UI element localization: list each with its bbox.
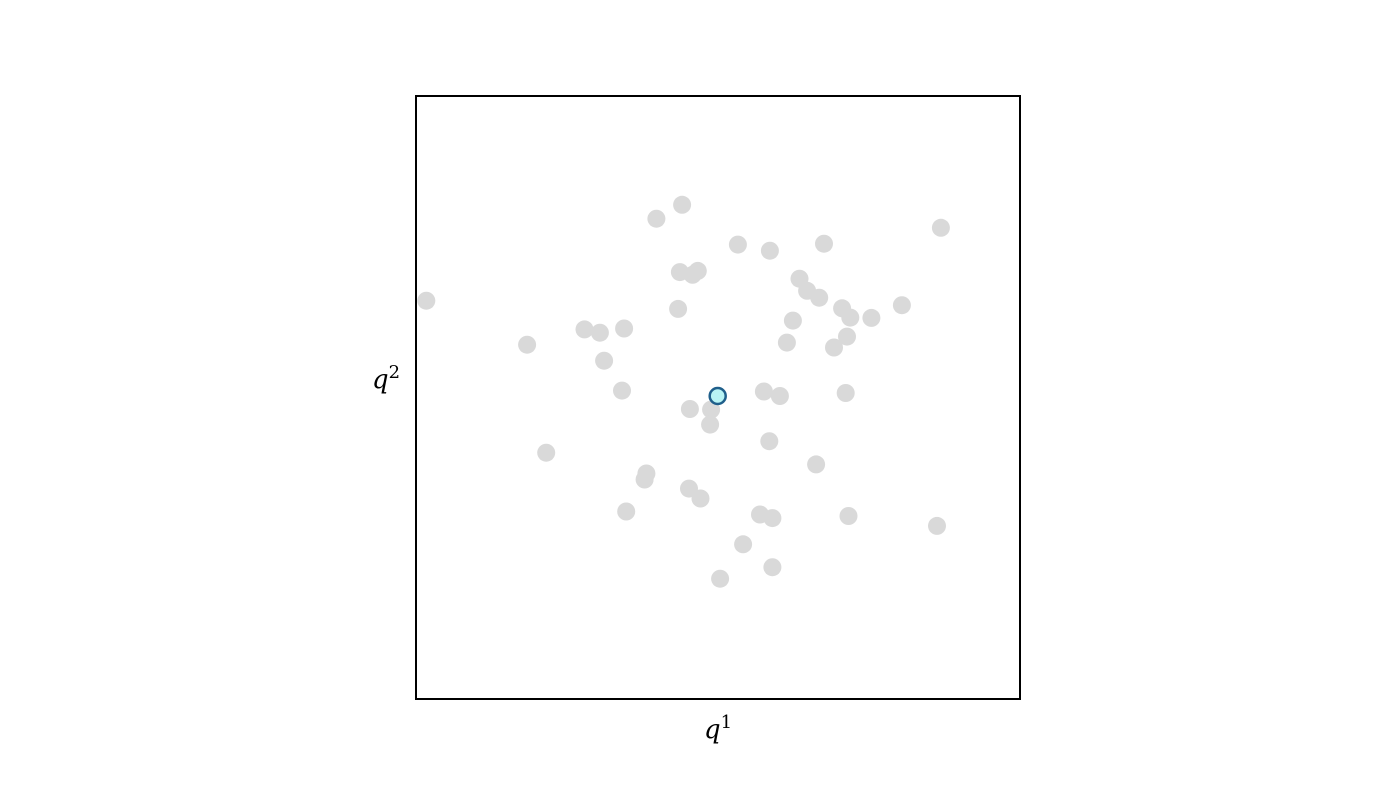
- data-point: [702, 400, 721, 419]
- data-point: [760, 241, 779, 260]
- data-point: [617, 502, 636, 521]
- data-point: [760, 432, 779, 451]
- data-point: [754, 382, 773, 401]
- data-point: [518, 335, 537, 354]
- data-point: [711, 569, 730, 588]
- data-point: [783, 311, 802, 330]
- plot-frame: [415, 95, 1021, 700]
- data-point: [635, 470, 654, 489]
- data-point: [770, 387, 789, 405]
- highlighted-point: [708, 386, 727, 406]
- data-point: [734, 535, 753, 554]
- data-point: [691, 489, 710, 508]
- data-point: [838, 327, 856, 346]
- data-point: [839, 507, 858, 525]
- data-point: [892, 296, 911, 315]
- data-point: [815, 234, 833, 253]
- y-axis-label-base: q: [372, 365, 389, 395]
- y-axis-label: q2: [372, 362, 400, 395]
- data-point: [669, 299, 688, 318]
- data-point: [701, 415, 720, 434]
- data-point: [590, 323, 609, 342]
- y-axis-label-superscript: 2: [389, 362, 400, 383]
- highlighted-points-layer: [708, 386, 727, 406]
- x-axis-label: q1: [704, 712, 732, 745]
- data-point: [673, 195, 692, 214]
- data-point: [836, 384, 855, 402]
- data-point: [613, 381, 631, 400]
- background-points-layer: [417, 195, 950, 588]
- data-point: [777, 333, 796, 352]
- data-point: [537, 443, 556, 462]
- data-point: [688, 261, 707, 280]
- data-point: [728, 235, 747, 254]
- data-point: [647, 209, 666, 228]
- data-point: [931, 218, 950, 237]
- data-point: [862, 308, 881, 327]
- data-point: [763, 509, 782, 528]
- data-point: [825, 338, 843, 357]
- data-point: [680, 400, 699, 418]
- data-point: [615, 319, 634, 338]
- data-point: [841, 308, 860, 327]
- data-point: [810, 288, 829, 307]
- data-point: [763, 558, 782, 577]
- data-point: [575, 320, 594, 339]
- data-point: [807, 455, 826, 474]
- data-point: [417, 291, 436, 310]
- x-axis-label-superscript: 1: [721, 712, 732, 733]
- data-point: [595, 351, 614, 370]
- data-point: [928, 516, 946, 535]
- x-axis-label-base: q: [704, 715, 721, 745]
